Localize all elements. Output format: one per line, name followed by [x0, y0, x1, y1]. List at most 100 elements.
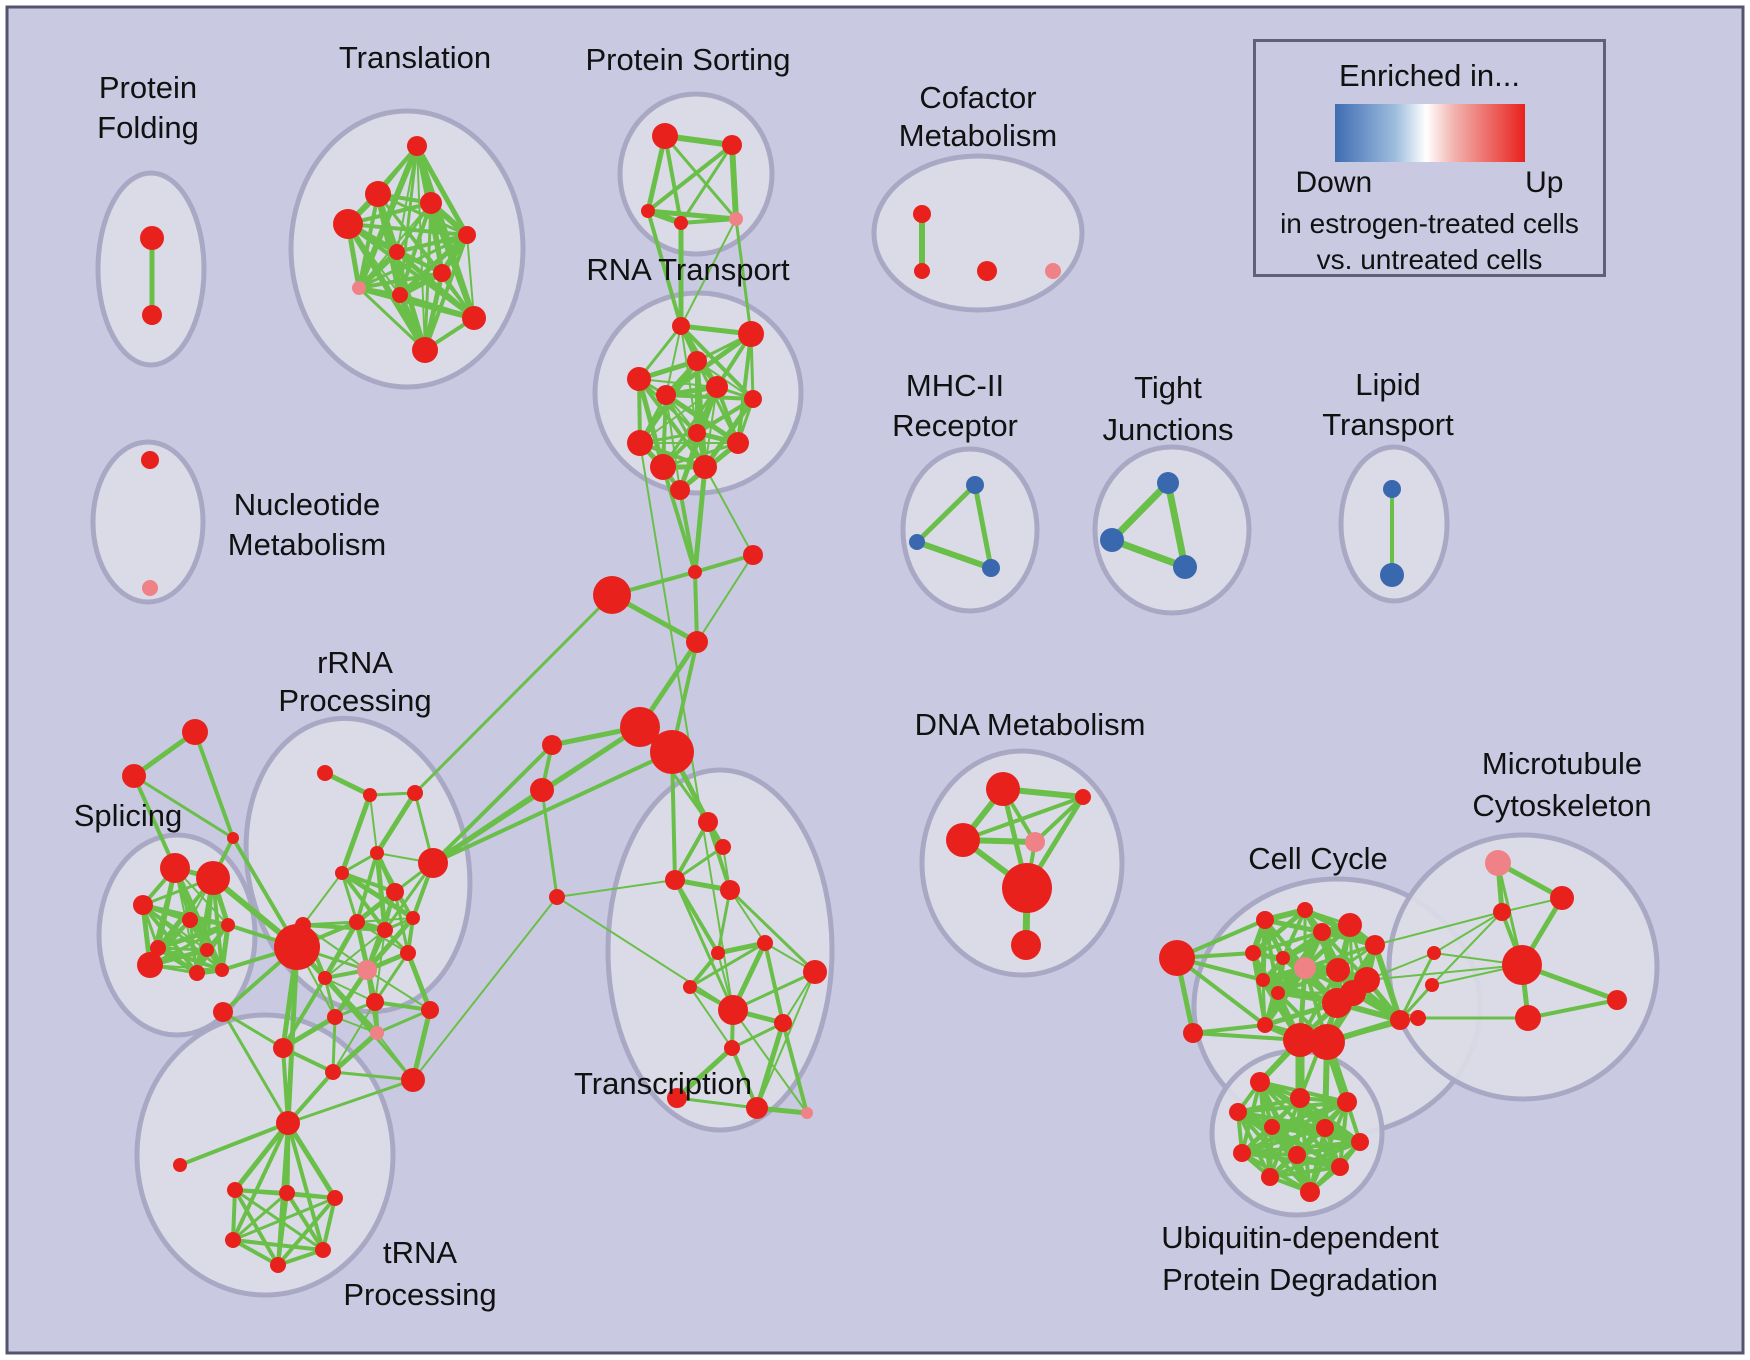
edge: [232, 1120, 291, 1193]
node-hub: [530, 778, 554, 802]
edge: [663, 134, 738, 221]
edge: [556, 896, 734, 1011]
edge: [285, 944, 300, 1126]
edge: [639, 442, 734, 1011]
edge: [221, 1010, 290, 1125]
edge: [680, 218, 737, 327]
edge: [286, 1078, 415, 1125]
edge: [689, 986, 733, 1049]
node-dna-metabolism: [1011, 930, 1041, 960]
edge: [1108, 536, 1189, 571]
edge: [754, 1020, 786, 1111]
edge: [301, 923, 387, 932]
node-lipid-transport: [1380, 563, 1404, 587]
edge: [695, 397, 755, 435]
edge: [704, 466, 754, 556]
edge: [346, 222, 469, 237]
edge: [646, 209, 683, 328]
cluster-label-ubiquitin-degradation: Ubiquitin-dependent Protein Degradation: [1161, 1220, 1439, 1297]
cluster-ellipse-mhc-ii-receptor: [900, 446, 1040, 614]
edge: [431, 750, 674, 865]
node-rrna-processing: [400, 945, 416, 961]
edge: [375, 1008, 432, 1035]
node-microtubule-cytoskeleton: [1515, 1005, 1541, 1031]
node-rrna-processing: [335, 866, 349, 880]
edge: [736, 332, 753, 445]
node-protein-sorting: [722, 135, 742, 155]
node-trna-processing: [315, 1242, 331, 1258]
node-rna-transport: [688, 424, 706, 442]
cluster-label-lipid-transport: Lipid Transport: [1322, 367, 1454, 442]
node-protein-sorting: [641, 204, 655, 218]
edge: [914, 539, 994, 571]
edge: [422, 270, 445, 353]
edge: [688, 951, 720, 989]
node-dna-metabolism: [986, 772, 1020, 806]
node-microtubule-cytoskeleton: [1502, 945, 1542, 985]
edge: [410, 1007, 433, 1083]
node-rrna-processing: [370, 1026, 384, 1040]
edge: [688, 941, 767, 989]
node-protein-folding: [140, 226, 164, 250]
edge: [1251, 930, 1324, 955]
edge: [1164, 479, 1189, 571]
node-ubiquitin-degradation: [1316, 1119, 1334, 1137]
edge: [702, 396, 756, 470]
edge: [1240, 1126, 1327, 1155]
cluster-label-transcription: Transcription: [574, 1066, 752, 1101]
edge: [556, 879, 676, 898]
node-tight-junctions: [1157, 472, 1179, 494]
edge: [693, 553, 755, 574]
node-microtubule-cytoskeleton: [1493, 903, 1511, 921]
edge: [675, 1096, 759, 1110]
node-rna-transport: [706, 376, 728, 398]
edge: [729, 142, 739, 222]
node-splicing: [150, 940, 166, 956]
edge: [193, 730, 235, 840]
node-rrna-processing: [274, 924, 320, 970]
cluster-label-cell-cycle: Cell Cycle: [1248, 841, 1388, 876]
edge: [231, 1191, 289, 1242]
node-rrna-processing: [325, 1064, 341, 1080]
edge: [679, 217, 738, 225]
node-rrna-processing: [386, 883, 404, 901]
edge: [302, 872, 343, 926]
edge: [276, 1191, 289, 1267]
node-hub: [686, 631, 708, 653]
legend-subtitle-2: vs. untreated cells: [1316, 244, 1543, 275]
edge: [1280, 922, 1353, 961]
node-trna-processing: [270, 1257, 286, 1273]
edge: [679, 324, 755, 401]
edge: [356, 249, 400, 291]
node-cell-cycle: [1309, 1024, 1345, 1060]
edge: [357, 271, 444, 290]
node-rrna-processing: [227, 832, 239, 844]
edge: [1281, 908, 1307, 960]
node-cell-cycle: [1365, 935, 1385, 955]
edge: [1250, 907, 1308, 956]
node-mhc-ii-receptor: [909, 534, 925, 550]
node-hub: [743, 545, 763, 565]
cluster-label-nucleotide-metabolism: Nucleotide Metabolism: [228, 487, 387, 562]
node-ubiquitin-degradation: [1290, 1088, 1310, 1108]
edge: [156, 946, 224, 972]
node-ubiquitin-degradation: [1351, 1133, 1369, 1151]
node-rrna-processing: [363, 788, 377, 802]
edge: [339, 792, 373, 876]
edge: [395, 233, 469, 254]
cluster-label-splicing: Splicing: [74, 798, 183, 833]
edge: [332, 1001, 376, 1073]
node-microtubule-cytoskeleton: [1485, 850, 1511, 876]
edge: [696, 554, 754, 643]
node-ubiquitin-degradation: [1337, 1092, 1357, 1112]
node-trna-processing: [173, 1158, 187, 1172]
edge: [414, 143, 470, 238]
edge: [339, 870, 416, 921]
node-cell-cycle: [1256, 973, 1270, 987]
node-cell-cycle: [1294, 957, 1316, 979]
node-trna-processing: [225, 1232, 241, 1248]
edge: [373, 1000, 432, 1012]
node-rrna-processing: [317, 765, 333, 781]
node-ubiquitin-degradation: [1264, 1119, 1280, 1135]
node-ubiquitin-degradation: [1229, 1103, 1247, 1121]
